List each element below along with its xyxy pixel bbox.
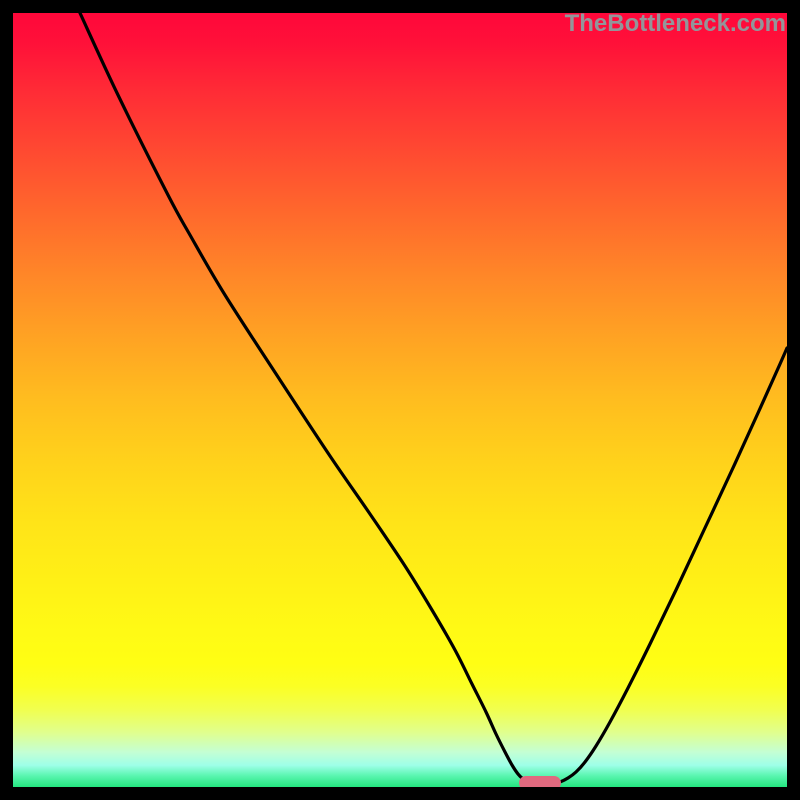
plot-background bbox=[13, 13, 787, 787]
watermark-text: TheBottleneck.com bbox=[565, 10, 786, 38]
chart-svg bbox=[0, 0, 800, 800]
chart-container: TheBottleneck.com bbox=[0, 0, 800, 800]
